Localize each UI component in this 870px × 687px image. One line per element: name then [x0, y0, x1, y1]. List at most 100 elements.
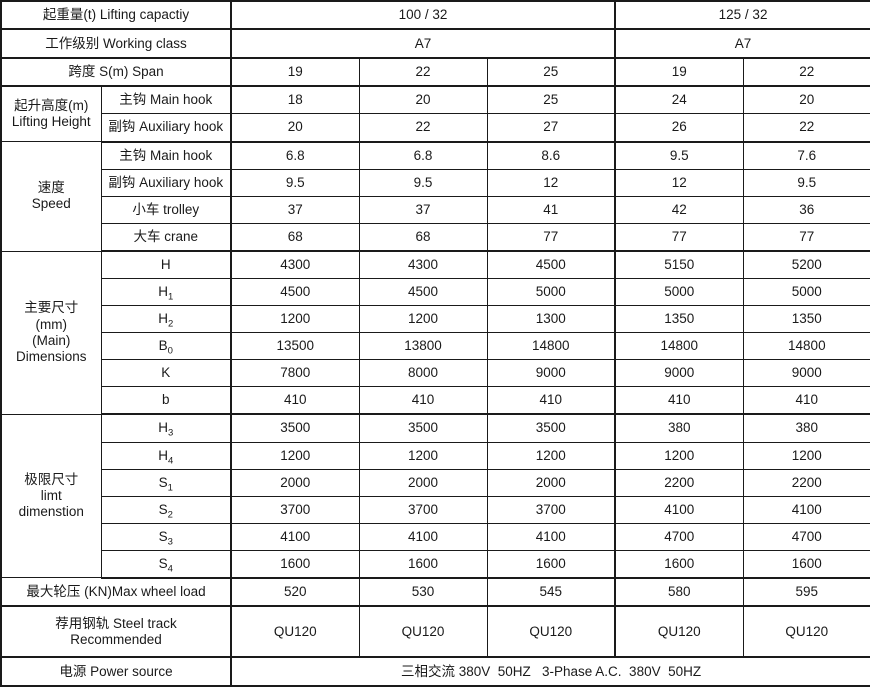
- value-cell: 3700: [358, 495, 488, 524]
- value-cell: 68: [230, 222, 360, 253]
- row-speed-main: 速度 Speed 主钩 Main hook 6.8 6.8 8.6 9.5 7.…: [0, 141, 870, 252]
- value-cell: 77: [742, 222, 870, 253]
- value-cell: 530: [358, 577, 488, 608]
- value-cell: 5150: [614, 250, 744, 280]
- value-cell: 125 / 32: [614, 0, 870, 31]
- value-cell: 380: [614, 413, 744, 443]
- value-cell: A7: [614, 28, 870, 59]
- value-cell: 1200: [742, 441, 870, 470]
- sub-label: 主钩 Main hook: [100, 141, 233, 170]
- row-lifting-height-aux: 副钩 Auxiliary hook 20 22 27 26 22: [1, 113, 870, 143]
- value-cell: 14800: [742, 332, 870, 361]
- value-cell: 410: [486, 386, 617, 416]
- value-cell: 410: [742, 386, 870, 416]
- row-limit-H4: H4 1200 1200 1200 1200 1200: [1, 441, 870, 470]
- value-cell: QU120: [486, 605, 617, 659]
- value-cell: QU120: [230, 605, 360, 659]
- value-cell: 1200: [614, 441, 744, 470]
- sub-label: H: [100, 250, 233, 280]
- sub-label: B0: [100, 332, 233, 361]
- value-cell: 9.5: [358, 168, 488, 197]
- value-cell: 5000: [614, 278, 744, 307]
- value-cell: 3700: [230, 495, 360, 524]
- value-cell: 9000: [742, 359, 870, 388]
- value-cell: 5000: [486, 278, 617, 307]
- value-cell: 3500: [486, 413, 617, 443]
- value-cell: 545: [486, 577, 617, 608]
- row-dim-H: 主要尺寸 (mm) (Main) Dimensions H 4300 4300 …: [0, 250, 870, 415]
- value-cell: 4100: [742, 495, 870, 524]
- value-cell: 9.5: [614, 141, 744, 170]
- sub-label: H4: [100, 441, 233, 470]
- value-cell: 18: [230, 85, 360, 115]
- row-working-class: 工作级别 Working class A7 A7: [0, 28, 870, 59]
- value-cell: 1350: [742, 305, 870, 334]
- value-cell: 68: [358, 222, 488, 253]
- value-cell: 520: [230, 577, 360, 608]
- value-cell: 77: [486, 222, 617, 253]
- value-cell: 36: [742, 195, 870, 224]
- row-label: 荐用钢轨 Steel track Recommended: [0, 605, 233, 659]
- group-label-lifting-height: 起升高度(m) Lifting Height: [0, 85, 102, 143]
- row-limit-H3: 极限尺寸 limt dimenstion H3 3500 3500 3500 3…: [0, 413, 870, 579]
- value-cell: 12: [486, 168, 617, 197]
- row-dim-b: b 410 410 410 410 410: [1, 386, 870, 416]
- row-speed-aux: 副钩 Auxiliary hook 9.5 9.5 12 12 9.5: [1, 168, 870, 197]
- value-cell: 4700: [614, 522, 744, 551]
- sub-label: K: [100, 359, 233, 388]
- row-max-wheel-load: 最大轮压 (KN)Max wheel load 520 530 545 580 …: [0, 577, 870, 608]
- value-cell: 26: [614, 113, 744, 143]
- value-cell: 3500: [358, 413, 488, 443]
- value-cell: 4100: [614, 495, 744, 524]
- row-label: 最大轮压 (KN)Max wheel load: [0, 577, 233, 608]
- value-cell: 24: [614, 85, 744, 115]
- row-limit-S1: S1 2000 2000 2000 2200 2200: [1, 468, 870, 497]
- value-cell: 42: [614, 195, 744, 224]
- value-cell: 8000: [358, 359, 488, 388]
- value-cell: 4500: [358, 278, 488, 307]
- value-cell: 595: [742, 577, 870, 608]
- group-label-main-dimensions: 主要尺寸 (mm) (Main) Dimensions: [0, 250, 102, 415]
- row-label: 跨度 S(m) Span: [0, 57, 233, 88]
- value-cell: A7: [230, 28, 617, 59]
- value-cell: 1200: [230, 441, 360, 470]
- value-cell: 9000: [614, 359, 744, 388]
- value-cell: 410: [358, 386, 488, 416]
- value-cell: 1200: [358, 305, 488, 334]
- value-cell: 8.6: [486, 141, 617, 170]
- value-cell: 5200: [742, 250, 870, 280]
- sub-label: 主钩 Main hook: [100, 85, 233, 115]
- value-cell: 410: [614, 386, 744, 416]
- value-cell: 4300: [230, 250, 360, 280]
- value-cell: 12: [614, 168, 744, 197]
- sub-label: 副钩 Auxiliary hook: [100, 168, 233, 197]
- value-cell: 1200: [486, 441, 617, 470]
- value-cell: 6.8: [358, 141, 488, 170]
- value-cell: 77: [614, 222, 744, 253]
- row-dim-H2: H2 1200 1200 1300 1350 1350: [1, 305, 870, 334]
- row-lifting-capacity: 起重量(t) Lifting capactiy 100 / 32 125 / 3…: [0, 0, 870, 31]
- row-label: 起重量(t) Lifting capactiy: [0, 0, 233, 31]
- sub-label: H3: [100, 413, 233, 443]
- row-dim-K: K 7800 8000 9000 9000 9000: [1, 359, 870, 388]
- value-cell: QU120: [742, 605, 870, 659]
- value-cell: 5000: [742, 278, 870, 307]
- sub-label: S2: [100, 495, 233, 524]
- value-cell: 4500: [486, 250, 617, 280]
- row-limit-S4: S4 1600 1600 1600 1600 1600: [1, 549, 870, 579]
- value-cell: 2000: [230, 468, 360, 497]
- value-cell: QU120: [614, 605, 744, 659]
- sub-label: 副钩 Auxiliary hook: [100, 113, 233, 143]
- value-cell: 3500: [230, 413, 360, 443]
- value-cell: 19: [614, 57, 744, 88]
- value-cell: 25: [486, 85, 617, 115]
- row-speed-trolley: 小车 trolley 37 37 41 42 36: [1, 195, 870, 224]
- value-cell: 2200: [614, 468, 744, 497]
- value-cell: 1600: [230, 549, 360, 579]
- value-cell: 4100: [230, 522, 360, 551]
- value-cell: 22: [358, 57, 488, 88]
- value-cell: 3700: [486, 495, 617, 524]
- value-cell: 6.8: [230, 141, 360, 170]
- row-dim-B0: B0 13500 13800 14800 14800 14800: [1, 332, 870, 361]
- value-cell: 1600: [614, 549, 744, 579]
